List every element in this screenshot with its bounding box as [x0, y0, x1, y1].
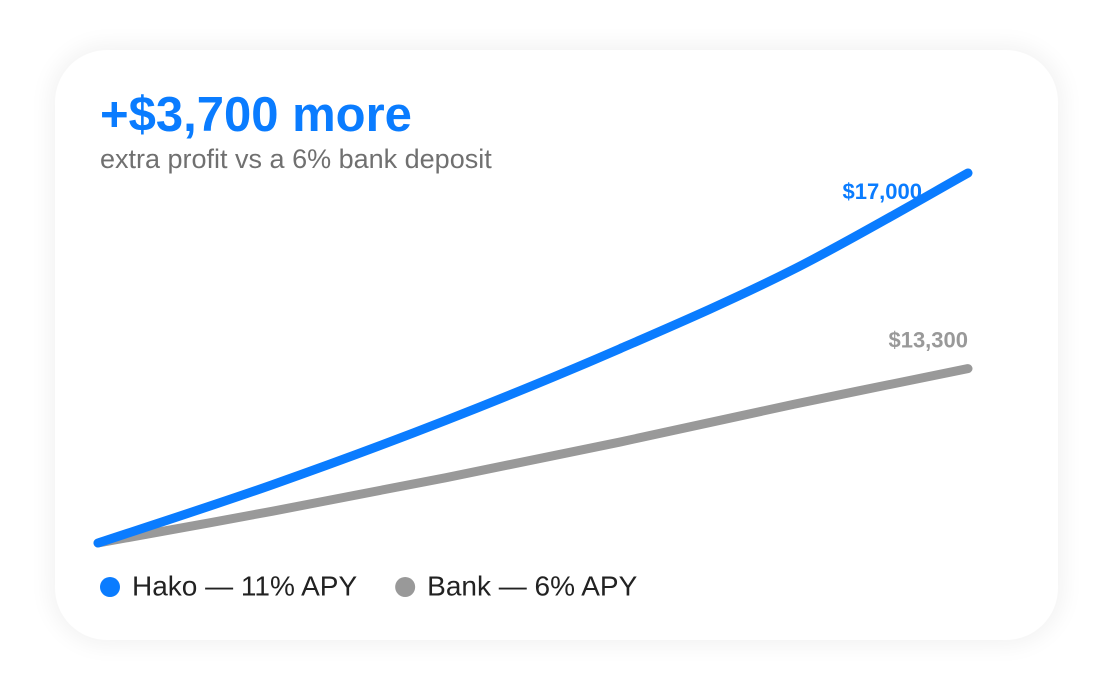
- value-label: $13,300: [888, 327, 968, 352]
- legend-marker: [100, 577, 120, 597]
- line: [93, 168, 973, 548]
- legend-label: Hako — 11% APY: [132, 570, 357, 601]
- line: [93, 364, 973, 548]
- legend-label: Bank — 6% APY: [427, 570, 637, 601]
- value-label: $17,000: [842, 179, 922, 204]
- chart-title: +$3,700 more: [100, 88, 412, 142]
- card: [55, 50, 1058, 640]
- chart-subtitle: extra profit vs a 6% bank deposit: [100, 144, 492, 174]
- legend-marker: [395, 577, 416, 597]
